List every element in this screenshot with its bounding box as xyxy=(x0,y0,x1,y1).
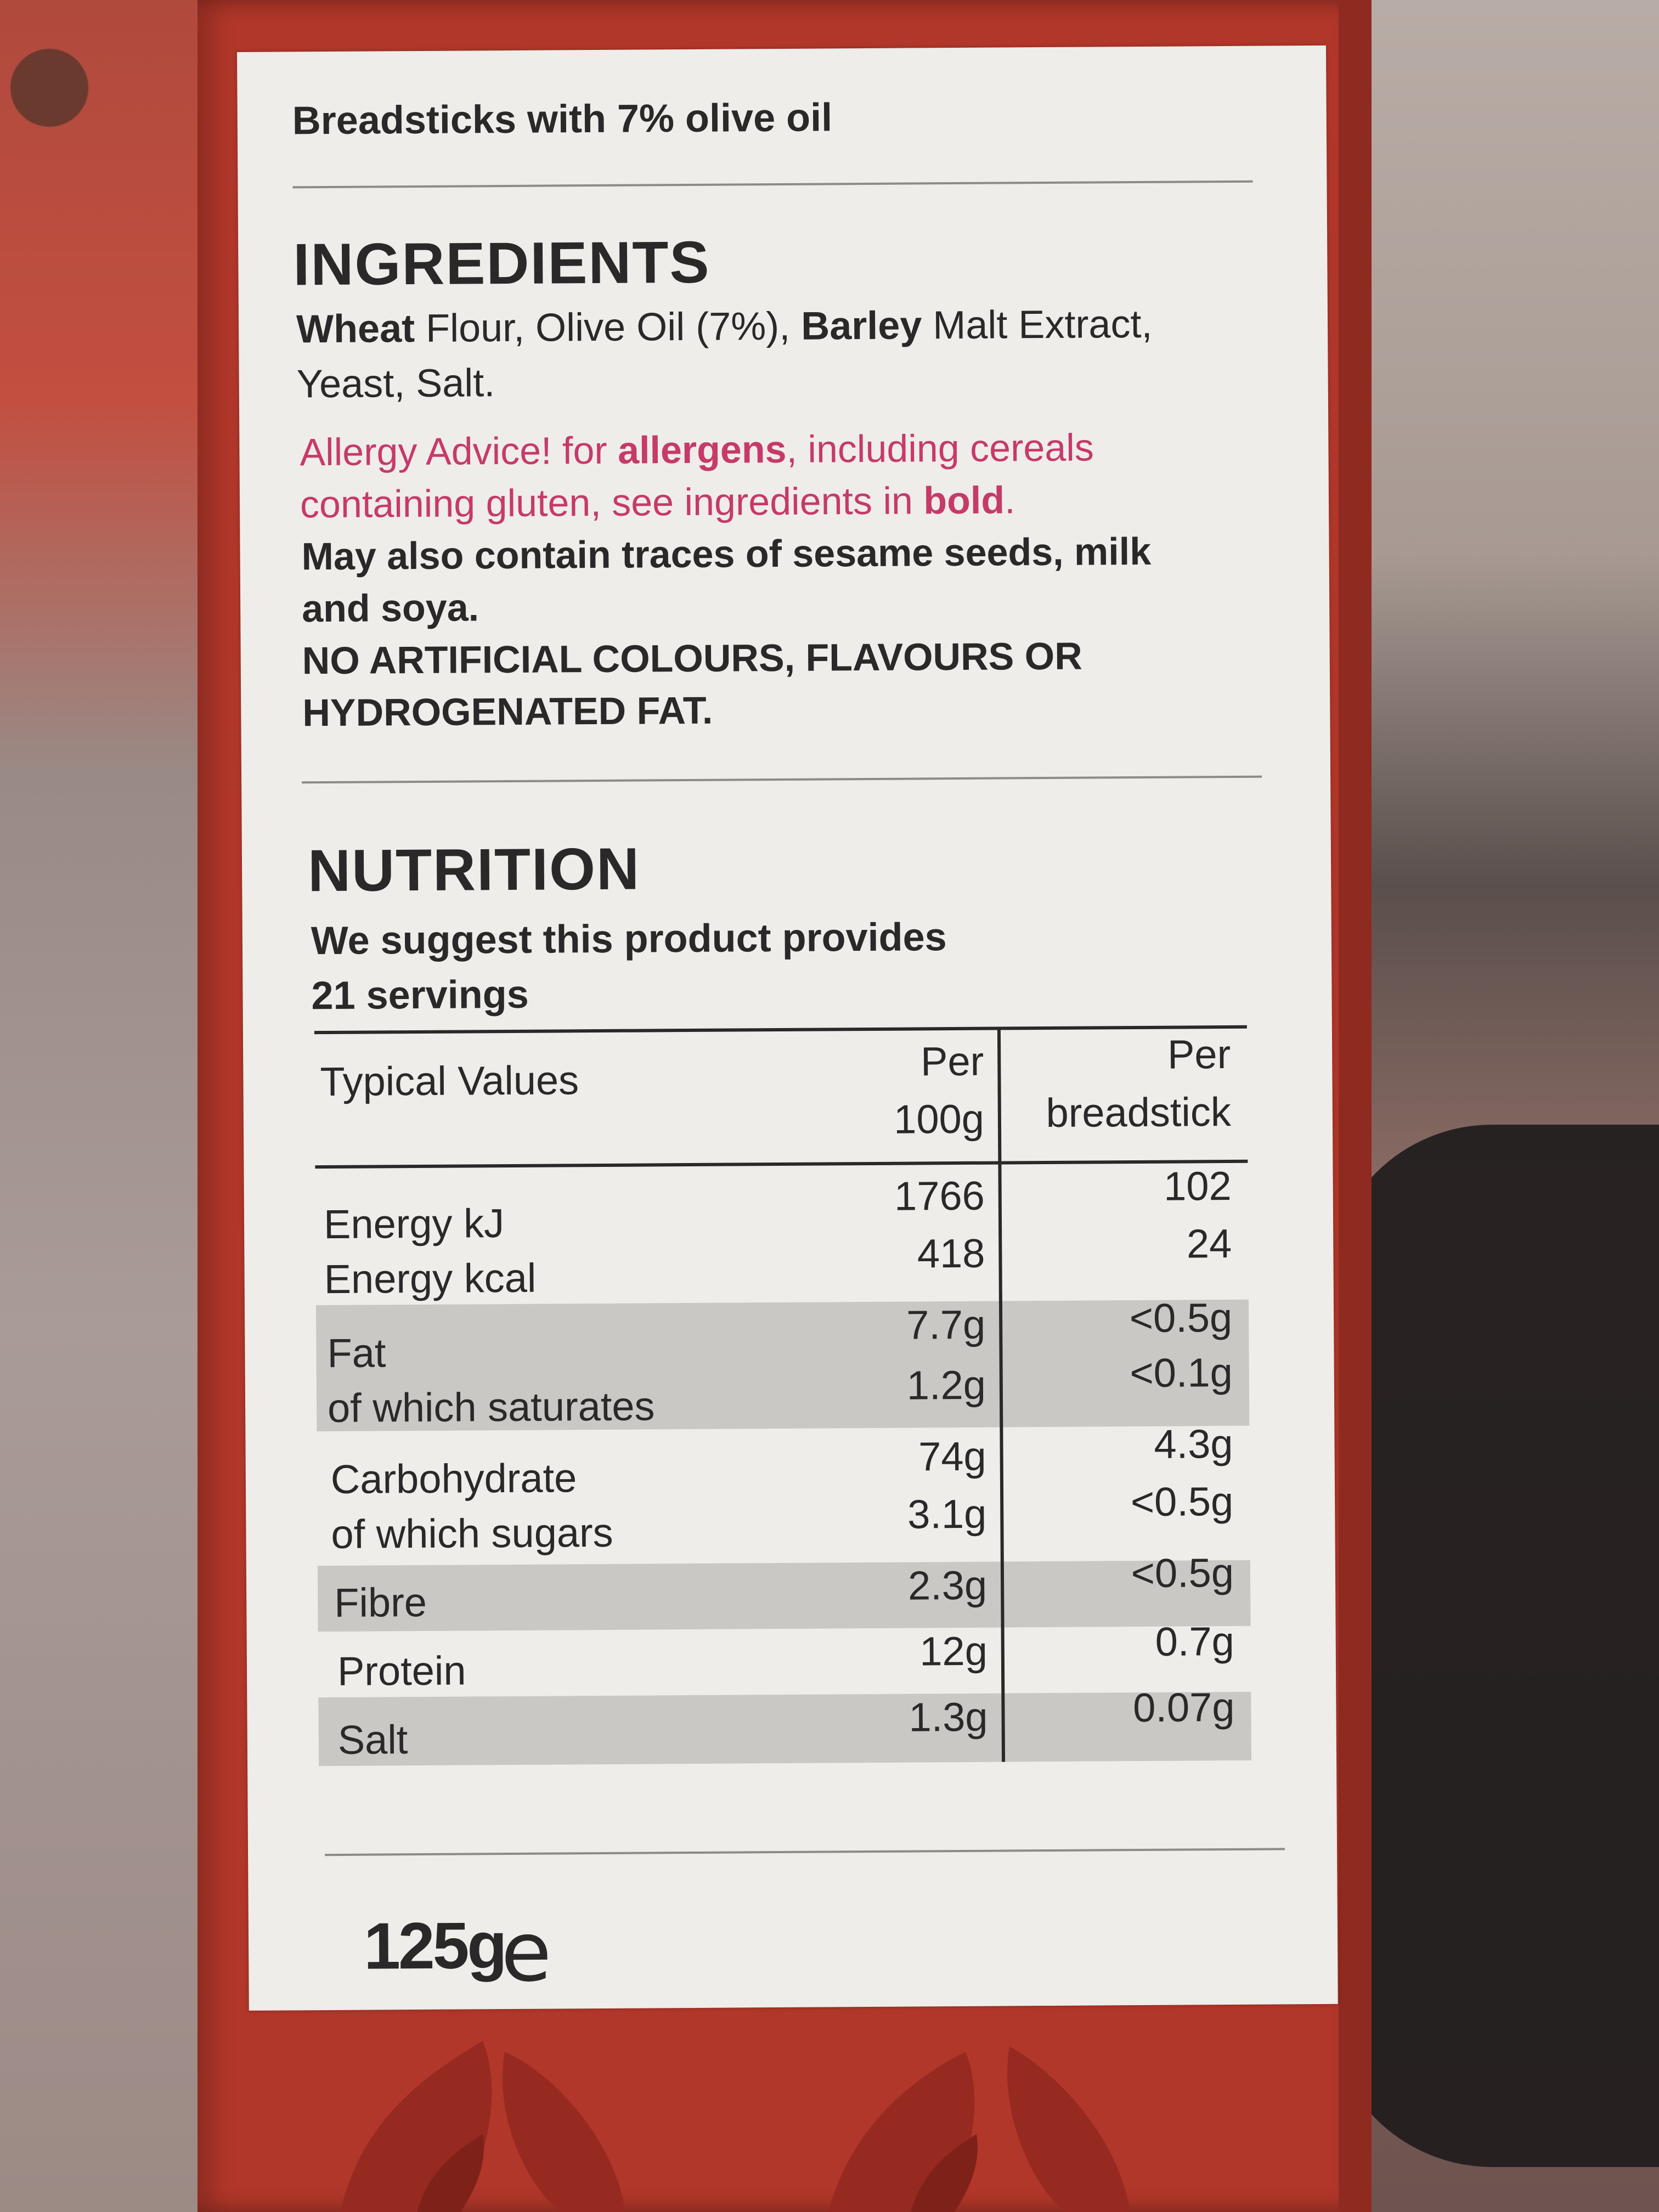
servings-line-1: We suggest this product provides xyxy=(311,915,947,963)
row-energy-kcal-stick: 24 xyxy=(1186,1220,1232,1267)
row-energy-kj-name: Energy kJ xyxy=(323,1200,505,1248)
ingredients-heading: INGREDIENTS xyxy=(292,228,710,298)
divider xyxy=(292,180,1253,189)
header-per-100g-b: 100g xyxy=(894,1096,985,1142)
nutrition-heading: NUTRITION xyxy=(307,835,641,904)
ingredients-line-1: Wheat Flour, Olive Oil (7%), Barley Malt… xyxy=(296,302,1153,352)
row-energy-kcal-100g: 418 xyxy=(917,1230,985,1277)
divider xyxy=(302,775,1262,784)
nutrition-table: Typical Values Per 100g Per breadstick E… xyxy=(314,1025,1252,1854)
ingredients-text: Malt Extract, xyxy=(922,302,1153,348)
estimated-e-mark: e xyxy=(500,1904,552,2001)
row-protein-name: Protein xyxy=(337,1647,466,1694)
row-sugars-100g: 3.1g xyxy=(907,1491,987,1537)
row-salt-100g: 1.3g xyxy=(909,1694,988,1740)
row-salt-name: Salt xyxy=(337,1717,408,1763)
row-carbohydrate-name: Carbohydrate xyxy=(330,1455,577,1503)
row-saturates-100g: 1.2g xyxy=(906,1362,986,1408)
allergen-barley: Barley xyxy=(800,303,922,348)
claims-line-2: HYDROGENATED FAT. xyxy=(302,689,713,735)
allergy-text: containing gluten, see ingredients in xyxy=(300,479,924,526)
row-fibre-stick: <0.5g xyxy=(1131,1549,1234,1596)
row-fibre-100g: 2.3g xyxy=(907,1562,988,1609)
allergy-text: , including cereals xyxy=(786,426,1094,471)
allergen-wheat: Wheat xyxy=(296,307,415,352)
ingredients-text: Flour, Olive Oil (7%), xyxy=(414,304,802,351)
header-per-breadstick-a: Per xyxy=(1167,1031,1231,1077)
claims-line-1: NO ARTIFICIAL COLOURS, FLAVOURS OR xyxy=(302,634,1083,682)
ingredients-line-2: Yeast, Salt. xyxy=(296,361,495,407)
header-per-breadstick-b: breadstick xyxy=(1046,1088,1232,1136)
allergy-bold: bold xyxy=(923,478,1005,522)
allergy-advice-line-1: Allergy Advice! for allergens, including… xyxy=(300,425,1094,474)
row-saturates-name: of which saturates xyxy=(327,1383,655,1431)
allergy-advice-line-2: containing gluten, see ingredients in bo… xyxy=(300,478,1015,526)
allergy-bold: allergens xyxy=(617,427,787,472)
box-leaf-pattern xyxy=(340,2041,1130,2212)
box-edge xyxy=(1339,0,1372,2212)
row-energy-kj-stick: 102 xyxy=(1163,1163,1232,1209)
row-fat-name: Fat xyxy=(327,1330,386,1376)
row-sugars-name: of which sugars xyxy=(331,1509,613,1558)
row-energy-kj-100g: 1766 xyxy=(894,1172,985,1219)
row-fat-stick: <0.5g xyxy=(1129,1294,1233,1341)
allergy-text: . xyxy=(1004,478,1015,522)
row-carbohydrate-100g: 74g xyxy=(918,1433,986,1480)
servings-line-2: 21 servings xyxy=(311,972,529,1018)
nutrition-label-panel: Breadsticks with 7% olive oil INGREDIENT… xyxy=(237,45,1338,2011)
row-saturates-stick: <0.1g xyxy=(1130,1349,1233,1396)
row-protein-100g: 12g xyxy=(919,1628,988,1674)
header-typical-values: Typical Values xyxy=(320,1057,579,1105)
traces-line-1: May also contain traces of sesame seeds,… xyxy=(301,529,1152,578)
background-dark-object xyxy=(1328,1125,1659,2167)
net-weight: 125g xyxy=(363,1909,506,1983)
traces-line-2: and soya. xyxy=(301,586,479,630)
row-carbohydrate-stick: 4.3g xyxy=(1154,1420,1233,1467)
allergy-text: Allergy Advice! for xyxy=(300,428,618,474)
row-salt-stick: 0.07g xyxy=(1133,1684,1235,1731)
row-fat-100g: 7.7g xyxy=(906,1301,986,1348)
row-protein-stick: 0.7g xyxy=(1155,1618,1234,1664)
product-name: Breadsticks with 7% olive oil xyxy=(292,95,833,143)
bag-strap xyxy=(0,0,143,230)
header-per-100g-a: Per xyxy=(920,1038,984,1085)
row-energy-kcal-name: Energy kcal xyxy=(324,1255,537,1302)
row-fibre-name: Fibre xyxy=(334,1579,427,1626)
row-sugars-stick: <0.5g xyxy=(1130,1478,1234,1525)
